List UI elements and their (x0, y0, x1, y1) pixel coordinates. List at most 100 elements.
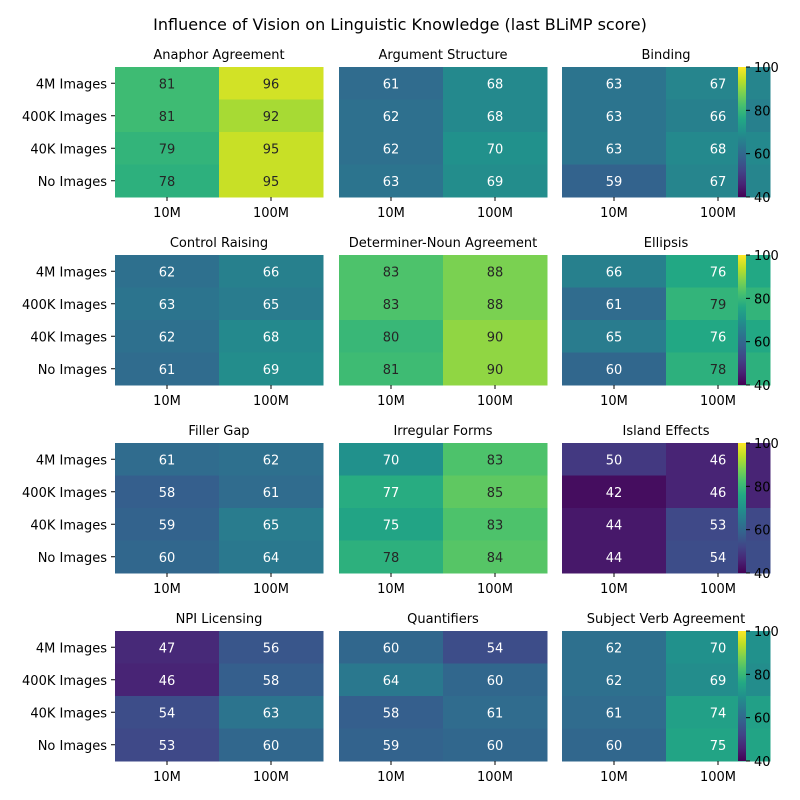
heatmap-cell (562, 540, 667, 574)
x-tick-label: 100M (477, 394, 513, 409)
cell-value-label: 61 (263, 486, 280, 501)
figure-title: Influence of Vision on Linguistic Knowle… (153, 15, 647, 34)
colorbar-tick-label: 60 (754, 712, 771, 727)
cell-value-label: 61 (606, 706, 623, 721)
heatmap-cell (219, 320, 324, 353)
cell-value-label: 80 (383, 330, 400, 345)
x-tick-label: 100M (700, 394, 736, 409)
colorbar-tick-label: 100 (754, 625, 779, 640)
y-tick-label: 4M Images (36, 453, 107, 468)
heatmap-cell (562, 67, 667, 100)
cell-value-label: 58 (383, 706, 400, 721)
cell-value-label: 78 (383, 551, 400, 566)
cell-value-label: 60 (159, 551, 176, 566)
heatmap-cell (443, 475, 548, 509)
heatmap-cell (666, 443, 771, 476)
heatmap-cell (339, 475, 444, 509)
cell-value-label: 68 (710, 142, 727, 157)
heatmap-cell (443, 631, 548, 664)
cell-value-label: 79 (710, 298, 727, 313)
cell-value-label: 60 (606, 363, 623, 378)
heatmap-cell (443, 443, 548, 476)
x-tick-label: 100M (477, 770, 513, 785)
cell-value-label: 85 (487, 486, 504, 501)
heatmap-cell (115, 631, 220, 664)
heatmap-cell (339, 132, 444, 165)
heatmap-cell (339, 99, 444, 133)
heatmap-cell (666, 99, 771, 133)
panel-title-ellipsis: Ellipsis (644, 236, 689, 251)
x-tick-label: 10M (600, 582, 628, 597)
x-tick-label: 100M (477, 582, 513, 597)
heatmap-cell (339, 67, 444, 100)
cell-value-label: 60 (383, 641, 400, 656)
heatmap-cell (562, 443, 667, 476)
y-tick-label: No Images (38, 363, 108, 378)
cell-value-label: 75 (383, 518, 400, 533)
colorbar-tick-label: 100 (754, 437, 779, 452)
heatmap-cell (339, 631, 444, 664)
x-tick-label: 10M (377, 582, 405, 597)
cell-value-label: 60 (263, 739, 280, 754)
panel-title-npi-licensing: NPI Licensing (176, 612, 263, 627)
cell-value-label: 63 (159, 298, 176, 313)
heatmap-cell (115, 255, 220, 288)
cell-value-label: 88 (487, 298, 504, 313)
cell-value-label: 68 (263, 330, 280, 345)
heatmap-cell (562, 320, 667, 353)
x-tick-label: 100M (477, 206, 513, 221)
cell-value-label: 59 (159, 518, 176, 533)
cell-value-label: 66 (606, 265, 623, 280)
heatmap-cell (339, 540, 444, 574)
heatmap-cell (562, 508, 667, 541)
heatmap-cell (666, 508, 771, 541)
panel-title-filler-gap: Filler Gap (188, 424, 249, 439)
heatmap-cell (115, 540, 220, 574)
heatmap-cell (339, 164, 444, 198)
cell-value-label: 95 (263, 175, 280, 190)
heatmap-cell (562, 696, 667, 729)
cell-value-label: 69 (263, 363, 280, 378)
cell-value-label: 61 (487, 706, 504, 721)
cell-value-label: 69 (710, 674, 727, 689)
heatmap-cell (666, 287, 771, 321)
colorbar-tick-label: 80 (754, 104, 771, 119)
heatmap-cell (115, 99, 220, 133)
panel-title-argument-structure: Argument Structure (378, 48, 507, 63)
heatmap-cell (115, 475, 220, 509)
cell-value-label: 54 (487, 641, 504, 656)
heatmap-cell (562, 99, 667, 133)
cell-value-label: 60 (487, 739, 504, 754)
cell-value-label: 64 (383, 674, 400, 689)
cell-value-label: 63 (383, 175, 400, 190)
heatmap-cell (666, 132, 771, 165)
x-tick-label: 10M (153, 206, 181, 221)
cell-value-label: 95 (263, 142, 280, 157)
cell-value-label: 67 (710, 77, 727, 92)
y-tick-label: 4M Images (36, 265, 107, 280)
y-tick-label: 40K Images (30, 142, 107, 157)
cell-value-label: 62 (159, 265, 176, 280)
cell-value-label: 83 (383, 265, 400, 280)
y-tick-label: 40K Images (30, 330, 107, 345)
heatmap-cell (666, 540, 771, 574)
heatmap-cell (443, 352, 548, 386)
x-tick-label: 100M (253, 394, 289, 409)
cell-value-label: 62 (383, 110, 400, 125)
x-tick-label: 10M (153, 582, 181, 597)
cell-value-label: 59 (606, 175, 623, 190)
cell-value-label: 60 (606, 739, 623, 754)
cell-value-label: 92 (263, 110, 280, 125)
heatmap-cell (339, 728, 444, 762)
colorbar-tick-label: 80 (754, 668, 771, 683)
cell-value-label: 75 (710, 739, 727, 754)
heatmap-cell (443, 696, 548, 729)
heatmap-cell (219, 475, 324, 509)
cell-value-label: 68 (487, 77, 504, 92)
heatmap-cell (115, 320, 220, 353)
heatmap-cell (666, 164, 771, 198)
colorbar (738, 67, 746, 197)
colorbar-tick-label: 40 (754, 191, 771, 206)
y-tick-label: 400K Images (22, 110, 107, 125)
y-tick-label: No Images (38, 551, 108, 566)
